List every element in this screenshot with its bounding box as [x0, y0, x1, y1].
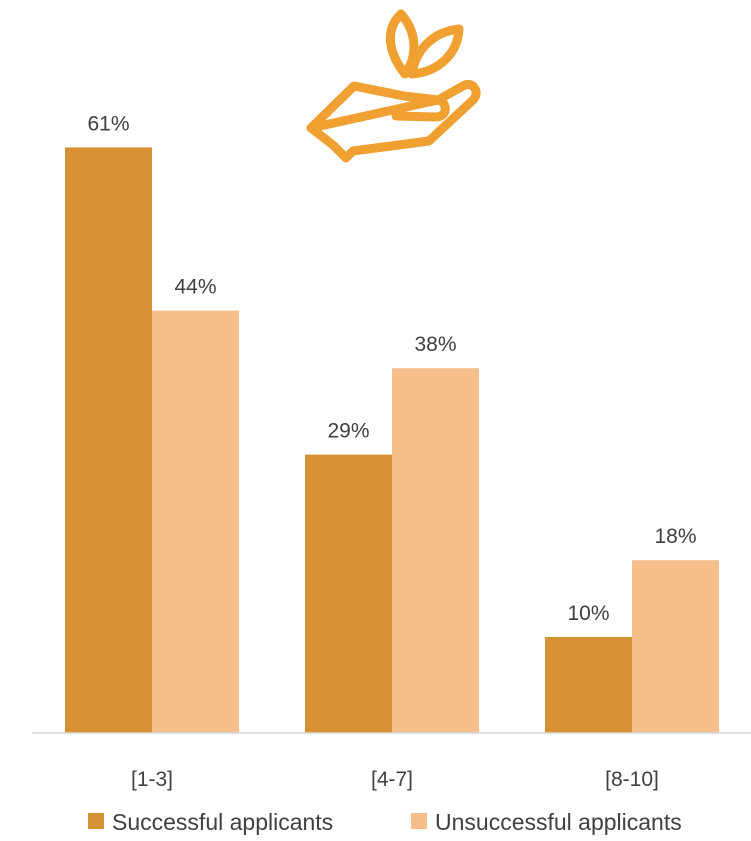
data-label: 18%	[654, 525, 696, 548]
legend-swatch-successful	[88, 813, 104, 829]
bar-successful-1	[305, 454, 392, 733]
legend-swatch-unsuccessful	[411, 813, 427, 829]
data-label: 44%	[174, 276, 216, 299]
value-labels-group: 61% 29% 10% 44% 38% 18%	[87, 112, 696, 625]
data-label: 10%	[567, 602, 609, 625]
x-tick-labels: [1-3] [4-7] [8-10]	[131, 768, 659, 791]
hand-plant-icon	[306, 9, 481, 163]
x-tick-label: [4-7]	[371, 768, 413, 791]
bar-successful-0	[65, 147, 152, 733]
x-tick-label: [8-10]	[605, 768, 659, 791]
hand-palm	[306, 81, 450, 133]
hand-thumb	[306, 80, 481, 163]
legend-label-unsuccessful: Unsuccessful applicants	[435, 809, 682, 835]
legend: Successful applicants Unsuccessful appli…	[88, 809, 682, 835]
bar-unsuccessful-0	[152, 310, 239, 733]
x-tick-label: [1-3]	[131, 768, 173, 791]
data-label: 29%	[327, 420, 369, 443]
bar-unsuccessful-1	[392, 368, 479, 733]
legend-label-successful: Successful applicants	[112, 809, 333, 835]
right-leaf-icon	[407, 24, 464, 79]
bars-group	[65, 147, 719, 733]
bar-unsuccessful-2	[632, 560, 719, 733]
bar-successful-2	[545, 637, 632, 733]
data-label: 38%	[414, 333, 456, 356]
data-label: 61%	[87, 112, 129, 135]
